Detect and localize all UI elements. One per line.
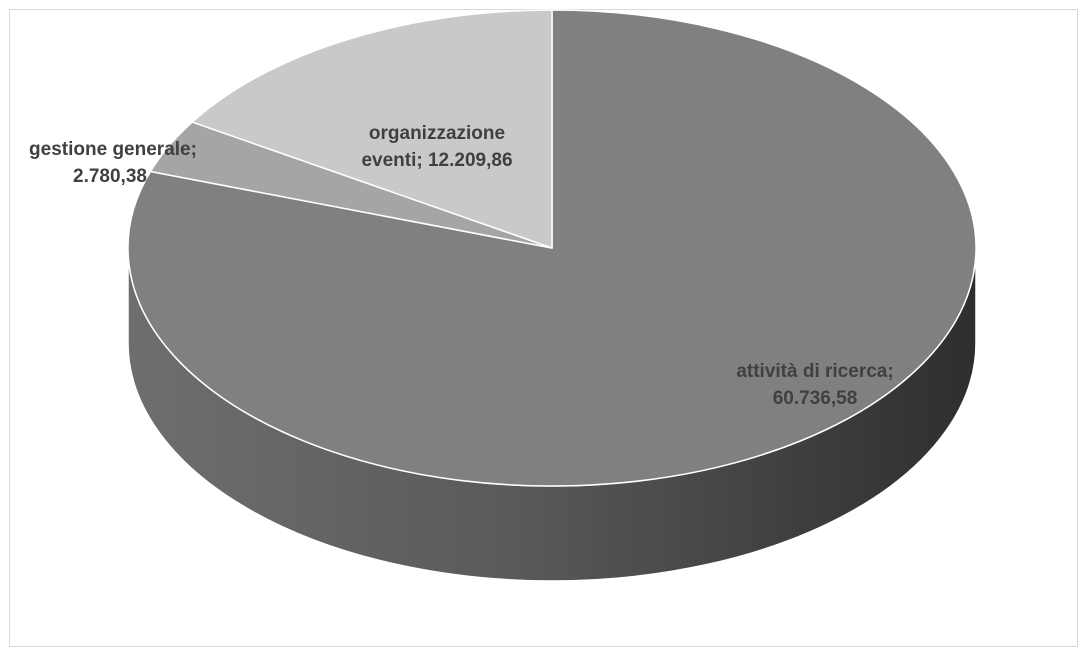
data-label-organizzazione-eventi: organizzazione eventi; 12.209,86 xyxy=(361,123,512,171)
data-label-attivit-di-ricerca: attività di ricerca; 60.736,58 xyxy=(736,361,893,409)
data-label-gestione-generale: gestione generale; 2.780,38 xyxy=(29,139,197,187)
pie-slice-organizzazione-eventi xyxy=(191,9,553,249)
